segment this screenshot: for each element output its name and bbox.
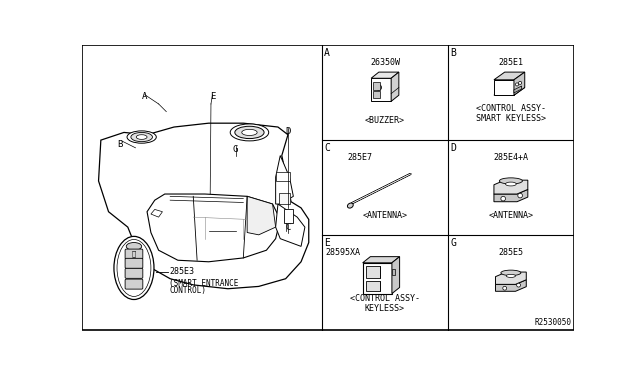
Text: <BUZZER>: <BUZZER> [365,116,405,125]
Polygon shape [392,257,399,294]
Polygon shape [494,180,528,194]
FancyBboxPatch shape [125,268,143,278]
Polygon shape [363,257,399,263]
Polygon shape [247,196,276,235]
Text: E: E [210,92,215,102]
Circle shape [515,83,518,86]
Text: 🔒: 🔒 [132,251,136,257]
Polygon shape [371,72,399,78]
Text: 285E3: 285E3 [170,266,195,276]
Ellipse shape [230,124,269,141]
Circle shape [518,81,522,84]
FancyBboxPatch shape [125,249,143,259]
Text: 285E4+A: 285E4+A [493,153,529,162]
Ellipse shape [506,275,515,278]
Text: <CONTROL ASSY-
KEYLESS>: <CONTROL ASSY- KEYLESS> [350,294,420,313]
Ellipse shape [127,131,156,143]
Ellipse shape [117,240,151,296]
Circle shape [516,283,520,287]
Bar [279,193,289,204]
Bar [373,91,380,98]
Text: A: A [142,92,147,102]
Text: G: G [233,145,238,154]
Text: B: B [117,140,123,149]
Ellipse shape [499,178,522,184]
Text: CONTROL): CONTROL) [170,286,206,295]
Polygon shape [371,78,391,101]
Bar [365,266,380,278]
Polygon shape [514,72,525,95]
Text: A: A [324,48,330,58]
Polygon shape [494,72,525,80]
Bar [276,172,289,181]
Bar [284,209,293,223]
Text: B: B [451,48,456,58]
Text: C: C [285,223,291,232]
Polygon shape [151,209,163,217]
Text: <CONTROL ASSY-
SMART KEYLESS>: <CONTROL ASSY- SMART KEYLESS> [476,104,546,124]
Text: E: E [324,238,330,248]
Polygon shape [147,194,280,262]
Polygon shape [276,155,293,204]
Ellipse shape [506,182,516,186]
Text: R2530050: R2530050 [534,318,572,327]
Text: 285E1: 285E1 [499,58,524,67]
Text: 285E5: 285E5 [499,248,524,257]
Text: G: G [451,238,456,248]
Text: (SMART ENTRANCE: (SMART ENTRANCE [170,279,239,288]
Circle shape [503,286,507,290]
Ellipse shape [501,270,521,276]
Bar [373,82,380,90]
Ellipse shape [242,129,257,135]
Ellipse shape [126,243,141,250]
FancyBboxPatch shape [125,258,143,268]
Circle shape [376,85,381,90]
FancyBboxPatch shape [125,279,143,289]
Polygon shape [391,72,399,101]
Text: <ANTENNA>: <ANTENNA> [362,211,408,220]
Text: 26350W: 26350W [370,58,400,67]
Polygon shape [514,86,522,93]
Circle shape [501,196,506,201]
Polygon shape [494,87,525,95]
Text: <ANTENNA>: <ANTENNA> [488,211,533,220]
Circle shape [518,193,522,198]
Ellipse shape [114,236,154,299]
Polygon shape [494,80,514,95]
Polygon shape [99,123,308,289]
Text: 28595XA: 28595XA [326,248,361,257]
Polygon shape [495,280,526,291]
Text: C: C [324,143,330,153]
Polygon shape [494,189,528,202]
Polygon shape [276,204,305,246]
Bar [392,269,395,275]
Polygon shape [495,272,526,284]
Ellipse shape [136,135,147,140]
Ellipse shape [235,126,264,139]
Bar [365,281,380,291]
Text: 285E7: 285E7 [348,153,373,162]
Text: D: D [285,127,291,136]
Polygon shape [363,263,392,294]
Ellipse shape [348,203,353,208]
Text: D: D [451,143,456,153]
Ellipse shape [131,132,152,142]
